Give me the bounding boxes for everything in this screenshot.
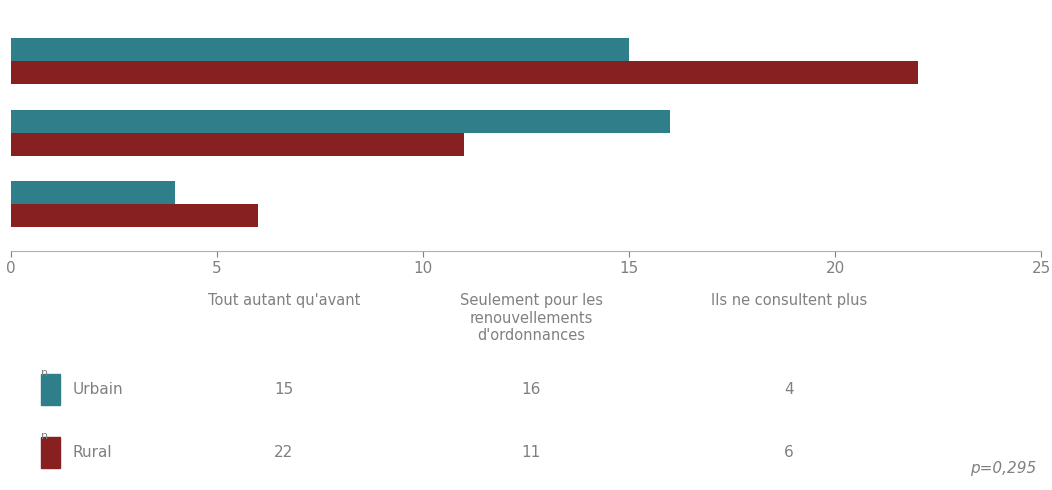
Text: n: n (41, 368, 48, 378)
Text: Seulement pour les
renouvellements
d'ordonnances: Seulement pour les renouvellements d'ord… (460, 293, 603, 343)
Text: 4: 4 (784, 382, 793, 397)
Bar (11, 181, 176, 204)
Text: Urbain: Urbain (73, 382, 123, 397)
Bar (11, 38, 629, 61)
Bar (41, 437, 60, 468)
Text: p=0,295: p=0,295 (970, 461, 1036, 476)
Bar (11, 61, 917, 84)
Text: 6: 6 (784, 445, 794, 460)
Bar (11, 110, 670, 133)
Bar (41, 374, 60, 405)
Text: 11: 11 (522, 445, 541, 460)
Text: 15: 15 (275, 382, 294, 397)
Bar (11, 204, 258, 227)
Text: Tout autant qu'avant: Tout autant qu'avant (207, 293, 360, 308)
Text: 22: 22 (275, 445, 294, 460)
Text: Rural: Rural (73, 445, 112, 460)
Bar (11, 133, 464, 156)
Text: Ils ne consultent plus: Ils ne consultent plus (711, 293, 867, 308)
Text: n: n (41, 431, 48, 441)
Text: 16: 16 (522, 382, 541, 397)
